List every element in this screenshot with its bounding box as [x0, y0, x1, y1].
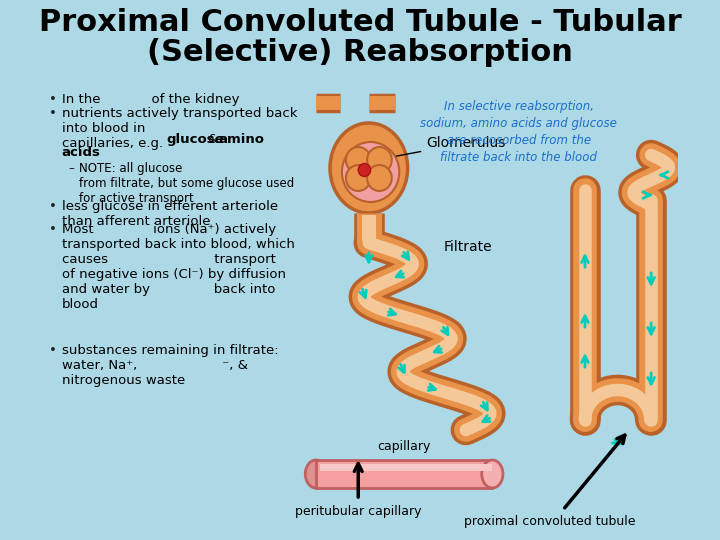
Ellipse shape	[342, 142, 400, 202]
Ellipse shape	[305, 460, 326, 488]
Text: amino: amino	[219, 133, 265, 146]
Text: In selective reabsorption,
sodium, amino acids and glucose
are recosorbed from t: In selective reabsorption, sodium, amino…	[420, 100, 617, 164]
Ellipse shape	[346, 147, 371, 173]
Ellipse shape	[330, 123, 408, 213]
FancyBboxPatch shape	[320, 464, 492, 471]
Text: •: •	[50, 223, 58, 236]
Text: capillary: capillary	[378, 440, 431, 453]
Ellipse shape	[346, 165, 371, 191]
Text: •: •	[50, 107, 58, 120]
Text: substances remaining in filtrate:
water, Na⁺,                    ⁻, &
nitrogenou: substances remaining in filtrate: water,…	[62, 344, 279, 387]
Ellipse shape	[482, 460, 503, 488]
Text: Most              ions (Na⁺) actively
transported back into blood, which
causes : Most ions (Na⁺) actively transported bac…	[62, 223, 294, 311]
Text: proximal convoluted tubule: proximal convoluted tubule	[464, 515, 636, 528]
Text: (Selective) Reabsorption: (Selective) Reabsorption	[147, 38, 573, 67]
Text: NOTE: all glucose
from filtrate, but some glucose used
for active transport: NOTE: all glucose from filtrate, but som…	[79, 162, 294, 205]
Text: Glomerulus: Glomerulus	[390, 136, 505, 158]
Ellipse shape	[367, 147, 392, 173]
Text: •: •	[50, 344, 58, 357]
Text: glucose: glucose	[167, 133, 225, 146]
Text: acids: acids	[62, 146, 101, 159]
Text: Proximal Convoluted Tubule - Tubular: Proximal Convoluted Tubule - Tubular	[39, 8, 681, 37]
Text: &: &	[204, 133, 222, 146]
Text: In the            of the kidney: In the of the kidney	[62, 93, 239, 106]
Text: •: •	[50, 200, 58, 213]
Text: nutrients actively transported back
into blood in
capillaries, e.g.: nutrients actively transported back into…	[62, 107, 297, 150]
Text: Filtrate: Filtrate	[444, 240, 492, 254]
Text: •: •	[50, 93, 58, 106]
Text: peritubular capillary: peritubular capillary	[295, 505, 421, 518]
Text: less glucose in efferent arteriole
than afferent arteriole: less glucose in efferent arteriole than …	[62, 200, 278, 228]
FancyBboxPatch shape	[316, 460, 492, 488]
Ellipse shape	[359, 164, 371, 177]
Text: –: –	[69, 162, 75, 175]
Ellipse shape	[367, 165, 392, 191]
